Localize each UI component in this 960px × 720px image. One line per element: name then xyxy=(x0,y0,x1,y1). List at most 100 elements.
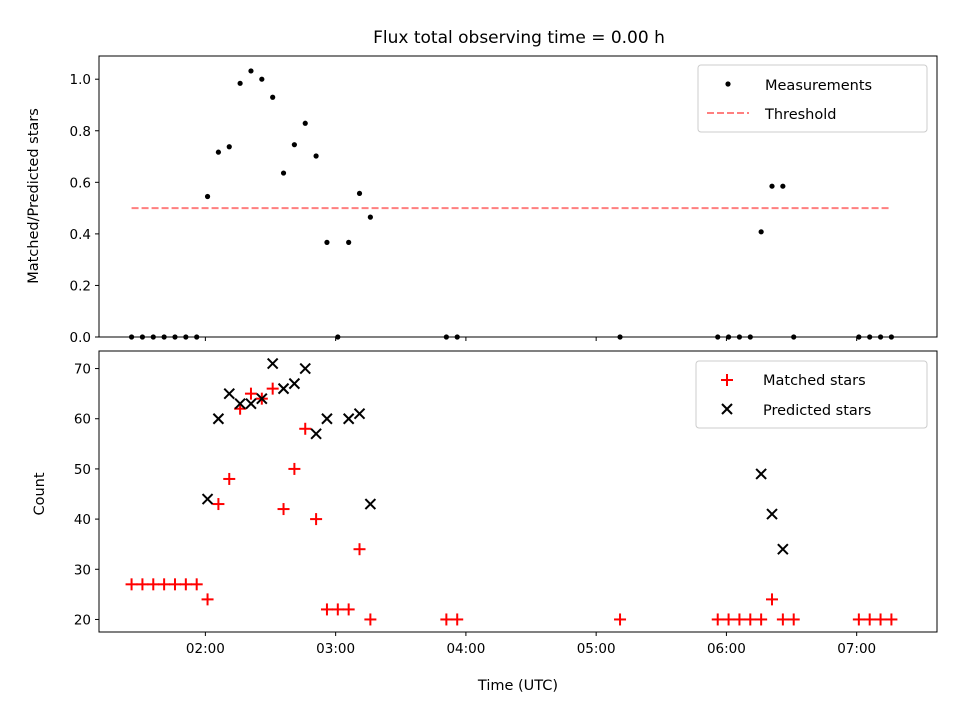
matched-star-point-34 xyxy=(852,613,865,626)
matched-star-point-28 xyxy=(733,613,746,626)
top-y-axis-label: Matched/Predicted stars xyxy=(26,108,42,284)
matched-star-point-26 xyxy=(711,613,724,626)
predicted-star-stroke-b-7 xyxy=(277,382,290,395)
bottom-ytick-label-4: 60 xyxy=(74,412,91,428)
predicted-star-point-10 xyxy=(310,428,322,440)
predicted-star-point-15 xyxy=(755,468,767,480)
bottom-y-ticks: 20 30 40 50 60 70 xyxy=(74,362,99,628)
top-legend: Measurements Threshold xyxy=(697,64,928,133)
matched-star-point-16 xyxy=(299,422,312,435)
top-x-ticks xyxy=(204,337,858,341)
predicted-star-stroke-b-0 xyxy=(201,493,214,505)
matched-star-point-20 xyxy=(342,603,355,616)
top-ytick-label-1: 0.2 xyxy=(70,278,91,294)
matched-star-point-18 xyxy=(320,603,333,616)
measurement-point-17 xyxy=(313,153,319,159)
legend-matched-label: Matched stars xyxy=(763,373,866,389)
matched-star-point-22 xyxy=(364,613,377,626)
predicted-star-stroke-b-2 xyxy=(223,387,235,400)
matched-star-point-36 xyxy=(874,613,887,626)
predicted-star-point-3 xyxy=(234,397,246,410)
predicted-star-point-9 xyxy=(299,362,311,375)
predicted-star-point-14 xyxy=(364,498,377,510)
top-ytick-label-0: 0.0 xyxy=(70,330,91,346)
matched-star-point-25 xyxy=(614,613,627,626)
matched-star-point-37 xyxy=(885,613,898,626)
bottom-xtick-label-2: 04:00 xyxy=(446,641,485,657)
predicted-star-point-16 xyxy=(766,508,778,520)
predicted-star-point-17 xyxy=(777,543,789,555)
bottom-ytick-label-0: 20 xyxy=(74,612,91,628)
matched-star-point-9 xyxy=(223,472,236,485)
matched-star-point-3 xyxy=(158,578,171,591)
matched-star-point-13 xyxy=(266,382,279,395)
matched-star-point-6 xyxy=(190,578,203,591)
predicted-star-stroke-b-17 xyxy=(777,543,789,555)
top-ytick-label-3: 0.6 xyxy=(70,175,91,191)
bottom-xtick-label-5: 07:00 xyxy=(837,641,876,657)
bottom-legend: Matched stars Predicted stars xyxy=(695,360,928,429)
predicted-star-stroke-b-4 xyxy=(245,397,257,410)
measurement-point-13 xyxy=(270,94,276,100)
matched-star-point-30 xyxy=(755,613,768,626)
matched-star-point-23 xyxy=(440,613,453,626)
predicted-star-stroke-b-5 xyxy=(256,392,268,405)
bottom-xtick-label-3: 05:00 xyxy=(577,641,616,657)
predicted-star-stroke-b-3 xyxy=(234,397,246,410)
top-ytick-label-2: 0.4 xyxy=(70,227,91,243)
measurement-point-18 xyxy=(324,239,330,245)
measurement-point-20 xyxy=(346,239,352,245)
predicted-star-point-7 xyxy=(277,382,290,395)
measurement-point-7 xyxy=(204,193,211,200)
legend-matched-marker xyxy=(721,374,733,386)
measurement-point-21 xyxy=(356,190,363,197)
matched-star-point-21 xyxy=(353,543,366,556)
bottom-legend-box xyxy=(695,360,928,429)
predicted-star-point-4 xyxy=(245,397,257,410)
matched-star-point-4 xyxy=(168,578,181,591)
predicted-star-stroke-b-15 xyxy=(755,468,767,480)
top-data-marks xyxy=(128,68,895,340)
matched-star-point-35 xyxy=(863,613,876,626)
predicted-star-stroke-b-12 xyxy=(342,413,355,425)
matched-star-point-0 xyxy=(125,578,138,591)
top-ytick-label-5: 1.0 xyxy=(70,72,91,88)
measurement-point-22 xyxy=(367,214,373,220)
top-y-ticks: 0.0 0.2 0.4 0.6 0.8 1.0 xyxy=(70,72,99,346)
bottom-ytick-label-5: 70 xyxy=(74,362,91,378)
predicted-star-stroke-b-1 xyxy=(212,413,225,425)
measurement-point-32 xyxy=(780,183,786,189)
matched-star-point-14 xyxy=(277,503,290,516)
matched-star-point-19 xyxy=(331,603,344,616)
measurement-point-11 xyxy=(248,68,254,74)
predicted-star-point-1 xyxy=(212,413,225,425)
predicted-star-point-0 xyxy=(201,493,214,505)
predicted-star-stroke-b-8 xyxy=(288,377,301,390)
bottom-y-axis-label: Count xyxy=(32,472,48,515)
matched-star-point-33 xyxy=(787,613,800,626)
matched-star-point-7 xyxy=(201,593,214,606)
bottom-ytick-label-3: 50 xyxy=(74,462,91,478)
top-ytick-label-4: 0.8 xyxy=(70,124,91,140)
legend-predicted-label: Predicted stars xyxy=(763,403,871,419)
matched-star-point-2 xyxy=(147,578,160,591)
matched-star-point-11 xyxy=(244,387,257,400)
top-panel: 0.0 0.2 0.4 0.6 0.8 1.0 Matched/Predicted sta… xyxy=(26,55,938,346)
predicted-star-stroke-b-9 xyxy=(299,362,311,375)
measurement-point-8 xyxy=(215,149,222,155)
measurement-point-9 xyxy=(226,144,232,150)
measurement-point-12 xyxy=(259,76,265,82)
predicted-star-point-11 xyxy=(321,413,333,425)
predicted-star-stroke-b-10 xyxy=(310,428,322,440)
measurement-point-16 xyxy=(302,120,308,126)
top-legend-box xyxy=(697,64,928,133)
matched-star-point-31 xyxy=(766,593,779,606)
bottom-panel: 20 30 40 50 60 70 02:00 03:00 04:00 05:00 06:00 07… xyxy=(32,350,938,694)
predicted-star-point-2 xyxy=(223,387,235,400)
matched-star-point-15 xyxy=(288,462,301,475)
matched-star-point-17 xyxy=(310,513,323,526)
matched-star-point-27 xyxy=(722,613,735,626)
top-chart-title: Flux total observing time = 0.00 h xyxy=(373,28,665,48)
predicted-star-stroke-b-16 xyxy=(766,508,778,520)
matched-star-point-8 xyxy=(212,498,225,511)
